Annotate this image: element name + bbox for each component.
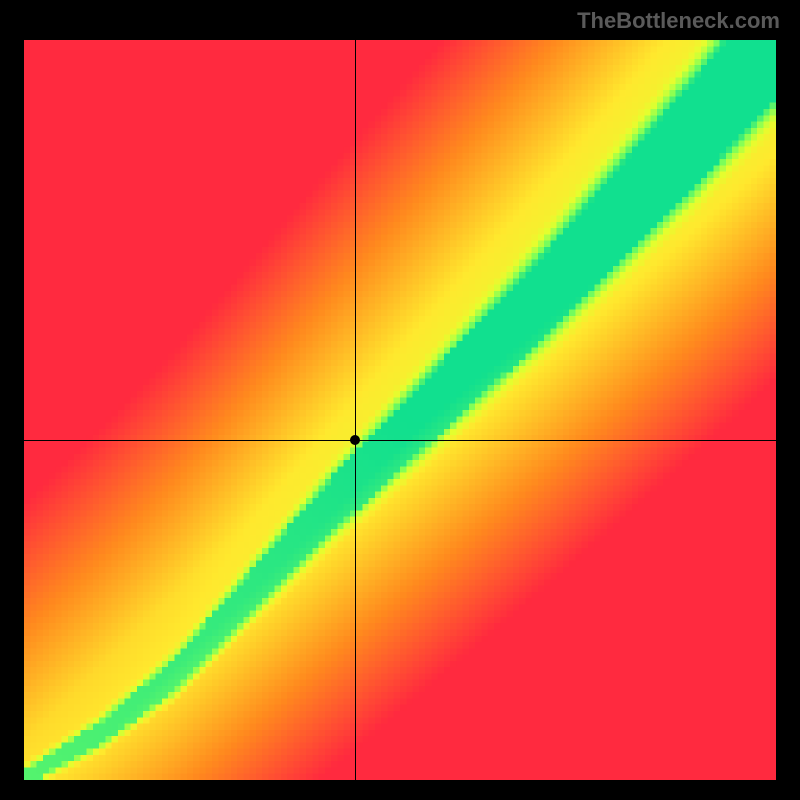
crosshair-horizontal xyxy=(24,440,776,441)
plot-area xyxy=(24,40,776,780)
marker-point xyxy=(350,435,360,445)
chart-container: TheBottleneck.com xyxy=(0,0,800,800)
heatmap-canvas xyxy=(24,40,776,780)
watermark-text: TheBottleneck.com xyxy=(577,8,780,34)
crosshair-vertical xyxy=(355,40,356,780)
